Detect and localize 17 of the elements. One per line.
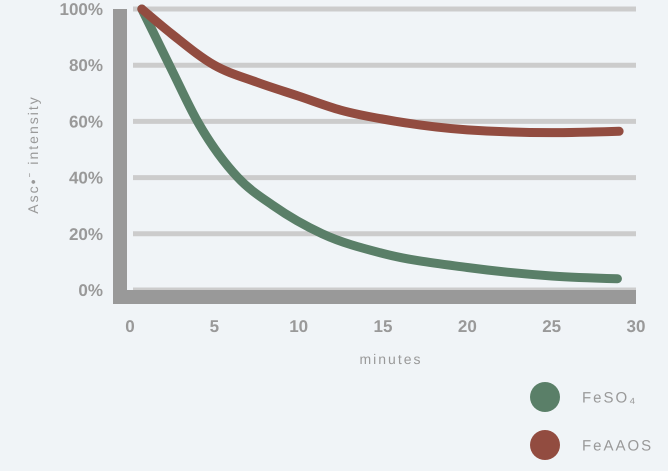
x-axis-title: minutes	[359, 351, 423, 367]
x-tick-label: 25	[542, 317, 562, 336]
legend-label: FeSO₄	[582, 389, 638, 406]
x-tick-label: 10	[289, 317, 308, 336]
x-tick-label: 15	[374, 317, 392, 336]
y-tick-label: 80%	[68, 56, 103, 76]
y-tick-label: 100%	[60, 0, 103, 19]
y-tick-label: 20%	[68, 224, 103, 244]
x-tick-label: 20	[458, 317, 477, 336]
x-tick-label: 5	[210, 317, 220, 336]
x-tick-label: 0	[125, 317, 135, 336]
y-tick-label: 40%	[68, 168, 103, 188]
y-axis-title: Asc•⁻ intensity	[25, 95, 41, 214]
x-tick-label: 30	[626, 317, 646, 336]
y-tick-label: 0%	[78, 280, 103, 300]
legend-label: FeAAOS	[582, 437, 654, 454]
y-tick-label: 60%	[68, 112, 103, 132]
